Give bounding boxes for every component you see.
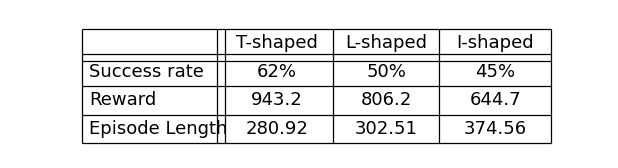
Text: 806.2: 806.2 bbox=[360, 91, 412, 109]
Text: 374.56: 374.56 bbox=[464, 120, 527, 138]
Text: 45%: 45% bbox=[475, 63, 515, 81]
Text: Episode Length: Episode Length bbox=[89, 120, 227, 138]
Text: I-shaped: I-shaped bbox=[456, 34, 534, 52]
Text: L-shaped: L-shaped bbox=[345, 34, 427, 52]
Text: 302.51: 302.51 bbox=[355, 120, 418, 138]
Text: 50%: 50% bbox=[366, 63, 406, 81]
Text: Success rate: Success rate bbox=[89, 63, 204, 81]
Text: 280.92: 280.92 bbox=[246, 120, 308, 138]
Text: Reward: Reward bbox=[89, 91, 156, 109]
Text: 943.2: 943.2 bbox=[252, 91, 303, 109]
Text: T-shaped: T-shaped bbox=[236, 34, 318, 52]
Text: 644.7: 644.7 bbox=[469, 91, 521, 109]
Text: 62%: 62% bbox=[257, 63, 297, 81]
